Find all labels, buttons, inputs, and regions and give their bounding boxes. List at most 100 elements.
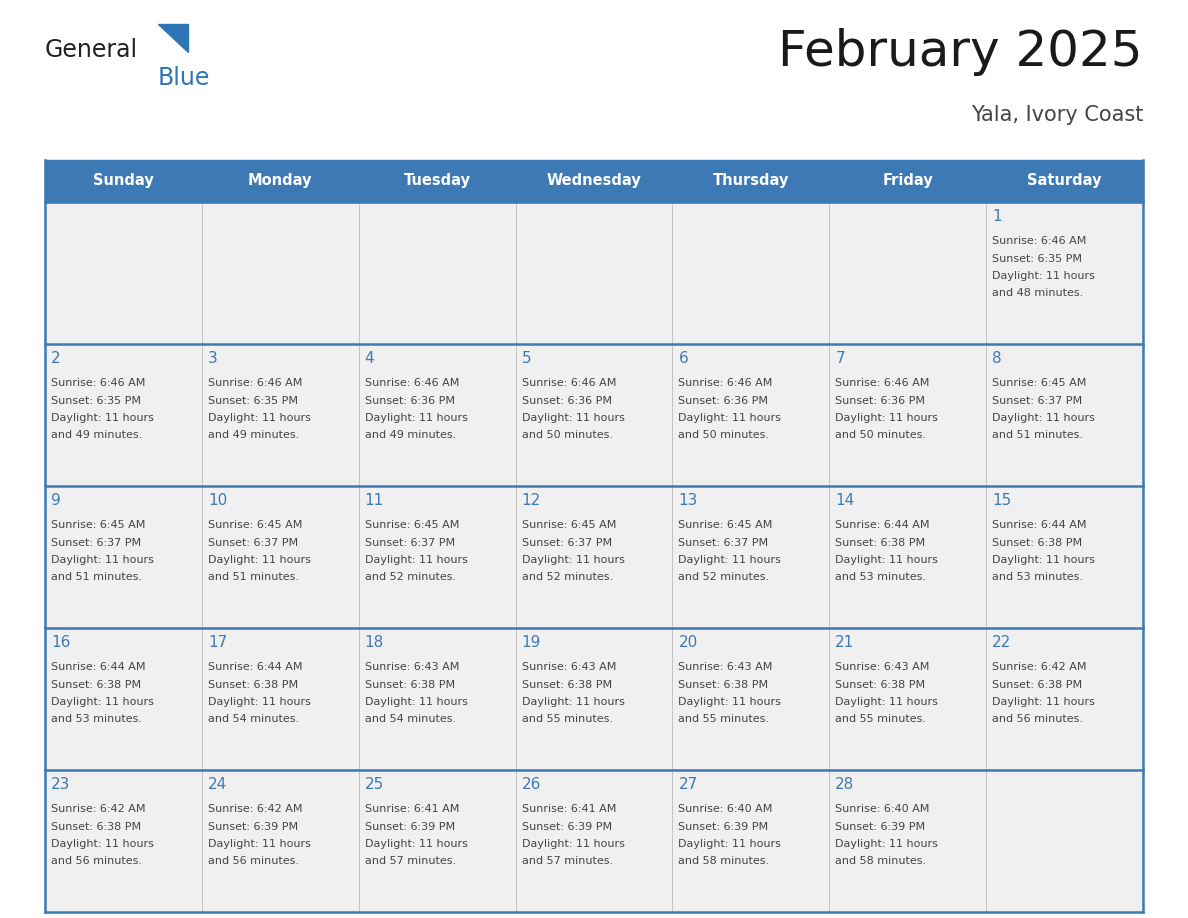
Text: and 52 minutes.: and 52 minutes. [365,573,456,583]
Text: Daylight: 11 hours: Daylight: 11 hours [835,555,939,565]
Text: Sunset: 6:38 PM: Sunset: 6:38 PM [522,679,612,689]
Text: and 54 minutes.: and 54 minutes. [208,714,299,724]
Text: Sunset: 6:38 PM: Sunset: 6:38 PM [51,822,141,832]
Text: and 50 minutes.: and 50 minutes. [678,431,770,441]
Bar [986,628,1143,770]
Text: and 49 minutes.: and 49 minutes. [365,431,456,441]
Text: 13: 13 [678,493,697,508]
Text: and 58 minutes.: and 58 minutes. [678,856,770,867]
Bar [45,344,202,486]
Text: 24: 24 [208,777,227,792]
Text: 11: 11 [365,493,384,508]
Text: and 53 minutes.: and 53 minutes. [992,573,1083,583]
Text: Daylight: 11 hours: Daylight: 11 hours [522,413,625,423]
Text: Sunset: 6:39 PM: Sunset: 6:39 PM [365,822,455,832]
Text: 12: 12 [522,493,541,508]
Text: 26: 26 [522,777,541,792]
Text: Sunset: 6:38 PM: Sunset: 6:38 PM [835,679,925,689]
Bar [202,486,359,628]
Text: 23: 23 [51,777,70,792]
Text: Daylight: 11 hours: Daylight: 11 hours [51,697,154,707]
Text: Daylight: 11 hours: Daylight: 11 hours [365,697,468,707]
Text: Sunset: 6:37 PM: Sunset: 6:37 PM [992,396,1082,406]
Text: Sunset: 6:38 PM: Sunset: 6:38 PM [992,679,1082,689]
Bar [672,202,829,344]
Text: 3: 3 [208,351,217,366]
Text: Sunrise: 6:46 AM: Sunrise: 6:46 AM [992,236,1087,246]
Text: Daylight: 11 hours: Daylight: 11 hours [835,413,939,423]
Text: Daylight: 11 hours: Daylight: 11 hours [835,697,939,707]
Text: Sunrise: 6:45 AM: Sunrise: 6:45 AM [208,520,302,530]
Bar [516,344,672,486]
Bar [202,770,359,912]
Text: Sunset: 6:36 PM: Sunset: 6:36 PM [365,396,455,406]
Text: Sunrise: 6:41 AM: Sunrise: 6:41 AM [365,804,459,814]
Text: Daylight: 11 hours: Daylight: 11 hours [992,413,1095,423]
Text: and 51 minutes.: and 51 minutes. [208,573,299,583]
Text: Sunrise: 6:44 AM: Sunrise: 6:44 AM [835,520,930,530]
Text: Sunrise: 6:43 AM: Sunrise: 6:43 AM [678,662,773,672]
Text: 15: 15 [992,493,1011,508]
Text: Sunrise: 6:46 AM: Sunrise: 6:46 AM [208,378,302,388]
Text: and 57 minutes.: and 57 minutes. [365,856,456,867]
Text: Sunset: 6:37 PM: Sunset: 6:37 PM [208,538,298,547]
Text: Daylight: 11 hours: Daylight: 11 hours [522,839,625,849]
Text: Sunrise: 6:42 AM: Sunrise: 6:42 AM [208,804,303,814]
Text: Sunday: Sunday [93,174,153,188]
Text: Sunrise: 6:45 AM: Sunrise: 6:45 AM [51,520,145,530]
Text: and 55 minutes.: and 55 minutes. [522,714,613,724]
Text: Daylight: 11 hours: Daylight: 11 hours [208,839,311,849]
Text: 18: 18 [365,635,384,650]
Text: Daylight: 11 hours: Daylight: 11 hours [992,555,1095,565]
Bar [516,770,672,912]
Text: 21: 21 [835,635,854,650]
Text: Wednesday: Wednesday [546,174,642,188]
Text: and 52 minutes.: and 52 minutes. [678,573,770,583]
Text: Daylight: 11 hours: Daylight: 11 hours [365,413,468,423]
Text: Friday: Friday [883,174,933,188]
Text: and 50 minutes.: and 50 minutes. [522,431,613,441]
Text: Sunset: 6:38 PM: Sunset: 6:38 PM [365,679,455,689]
Bar [672,160,829,202]
Text: Sunset: 6:38 PM: Sunset: 6:38 PM [992,538,1082,547]
Text: 1: 1 [992,209,1001,224]
Bar [516,202,672,344]
Text: Sunrise: 6:45 AM: Sunrise: 6:45 AM [522,520,615,530]
Text: Daylight: 11 hours: Daylight: 11 hours [992,697,1095,707]
Text: and 49 minutes.: and 49 minutes. [51,431,143,441]
Bar [359,160,516,202]
Text: Sunset: 6:37 PM: Sunset: 6:37 PM [51,538,141,547]
Bar [516,628,672,770]
Text: 2: 2 [51,351,61,366]
Text: and 56 minutes.: and 56 minutes. [51,856,143,867]
Text: 6: 6 [678,351,688,366]
Bar [829,202,986,344]
Text: 16: 16 [51,635,70,650]
Text: and 56 minutes.: and 56 minutes. [992,714,1083,724]
Text: 28: 28 [835,777,854,792]
Bar [986,344,1143,486]
Text: Sunrise: 6:42 AM: Sunrise: 6:42 AM [992,662,1087,672]
Bar [202,344,359,486]
Text: and 51 minutes.: and 51 minutes. [992,431,1083,441]
Text: 25: 25 [365,777,384,792]
Text: Sunrise: 6:41 AM: Sunrise: 6:41 AM [522,804,615,814]
Text: Daylight: 11 hours: Daylight: 11 hours [678,697,782,707]
Bar [359,202,516,344]
Text: Sunrise: 6:43 AM: Sunrise: 6:43 AM [522,662,615,672]
Bar [202,202,359,344]
Text: 8: 8 [992,351,1001,366]
Text: Sunset: 6:37 PM: Sunset: 6:37 PM [365,538,455,547]
Text: Sunset: 6:35 PM: Sunset: 6:35 PM [208,396,298,406]
Bar [45,770,202,912]
Bar [672,344,829,486]
Text: Sunset: 6:35 PM: Sunset: 6:35 PM [992,253,1082,263]
Bar [359,628,516,770]
Text: Daylight: 11 hours: Daylight: 11 hours [51,413,154,423]
Bar [516,486,672,628]
Text: Sunrise: 6:45 AM: Sunrise: 6:45 AM [678,520,773,530]
Text: Daylight: 11 hours: Daylight: 11 hours [992,271,1095,281]
Text: Sunrise: 6:46 AM: Sunrise: 6:46 AM [51,378,145,388]
Text: Sunrise: 6:40 AM: Sunrise: 6:40 AM [678,804,773,814]
Text: Thursday: Thursday [713,174,789,188]
